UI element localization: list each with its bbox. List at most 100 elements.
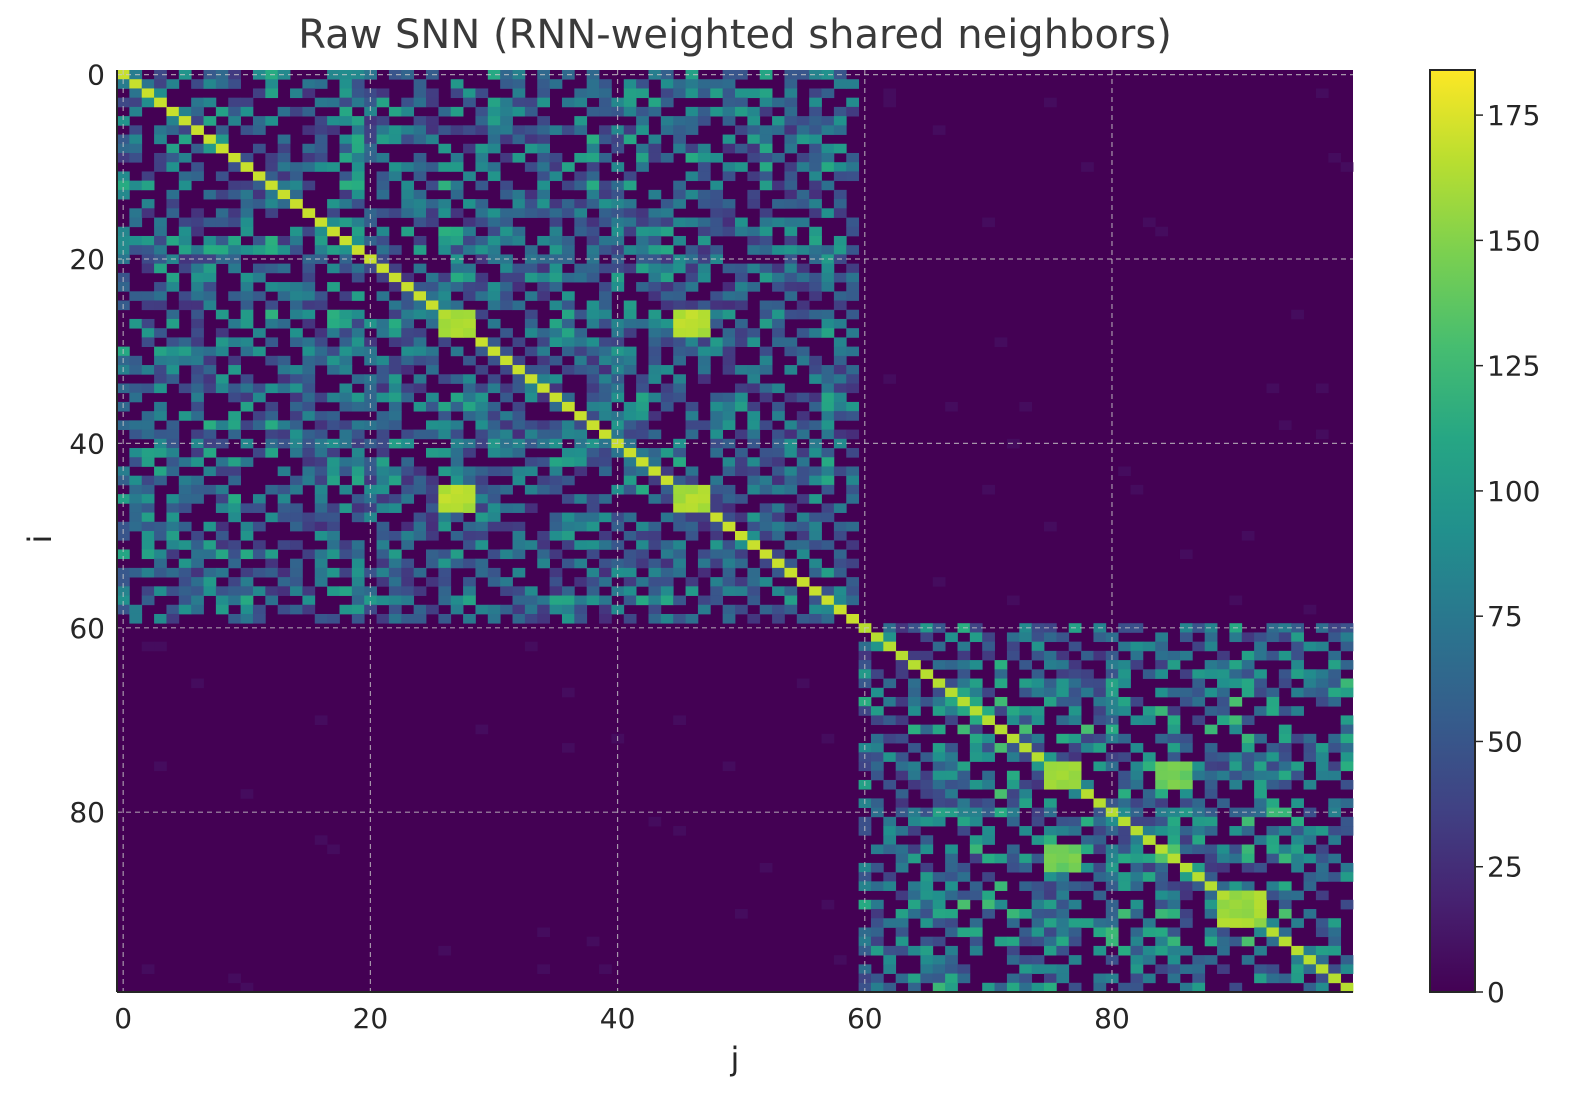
heatmap-cell	[1217, 936, 1230, 947]
heatmap-cell	[178, 217, 192, 228]
heatmap-cell	[240, 549, 254, 560]
heatmap-cell	[500, 346, 513, 357]
heatmap-cell	[673, 355, 686, 366]
heatmap-cell	[623, 346, 637, 357]
heatmap-cell	[846, 97, 859, 108]
heatmap-cell	[401, 355, 415, 366]
heatmap-cell	[154, 466, 167, 477]
heatmap-cell	[265, 245, 279, 255]
heatmap-cell	[1204, 752, 1218, 762]
heatmap-cell	[1081, 779, 1094, 790]
heatmap-cell	[314, 835, 328, 845]
heatmap-cell	[475, 420, 489, 430]
heatmap-cell	[982, 835, 995, 845]
heatmap-cell	[883, 881, 897, 891]
heatmap-cell	[364, 143, 377, 154]
heatmap-cell	[1081, 918, 1094, 928]
heatmap-cell	[623, 106, 637, 117]
heatmap-cell	[1019, 752, 1033, 762]
heatmap-cell	[846, 346, 859, 357]
heatmap-cell	[1179, 872, 1193, 882]
heatmap-cell	[660, 282, 674, 292]
heatmap-cell	[228, 365, 241, 375]
heatmap-cell	[1241, 632, 1255, 643]
heatmap-cell	[314, 291, 328, 301]
heatmap-cell	[388, 401, 402, 412]
heatmap-cell	[277, 420, 291, 430]
heatmap-cell	[846, 152, 859, 163]
heatmap-cell	[574, 448, 588, 458]
heatmap-cell	[982, 743, 995, 753]
heatmap-cell	[351, 494, 365, 504]
heatmap-cell	[833, 429, 847, 440]
heatmap-cell	[697, 199, 711, 209]
heatmap-cell	[141, 549, 155, 560]
heatmap-cell	[450, 180, 464, 191]
heatmap-cell	[1006, 798, 1020, 808]
heatmap-cell	[660, 448, 674, 458]
colorbar-tick-label: 100	[1487, 475, 1540, 508]
heatmap-cell	[1056, 669, 1070, 679]
heatmap-cell	[784, 475, 798, 486]
heatmap-cell	[364, 134, 377, 145]
heatmap-cell	[1278, 844, 1292, 855]
heatmap-cell	[586, 226, 600, 237]
heatmap-cell	[500, 180, 513, 191]
heatmap-cell	[784, 337, 798, 347]
heatmap-cell	[759, 448, 773, 458]
heatmap-cell	[599, 245, 612, 255]
heatmap-cell	[1006, 650, 1020, 661]
heatmap-cell	[450, 374, 464, 384]
heatmap-cell	[376, 567, 390, 578]
heatmap-cell	[463, 521, 476, 532]
heatmap-cell	[821, 282, 835, 292]
heatmap-cell	[784, 291, 798, 301]
heatmap-cell	[1303, 853, 1317, 864]
heatmap-cell	[1155, 899, 1168, 910]
heatmap-cell	[252, 143, 266, 154]
heatmap-cell	[648, 272, 662, 283]
heatmap-cell	[561, 245, 575, 255]
heatmap-cell	[191, 97, 204, 108]
heatmap-cell	[1068, 770, 1082, 781]
heatmap-cell	[537, 235, 550, 246]
heatmap-cell	[685, 521, 699, 532]
heatmap-cell	[1044, 97, 1057, 108]
heatmap-cell	[228, 558, 241, 569]
heatmap-cell	[660, 567, 674, 578]
heatmap-cell	[821, 448, 835, 458]
heatmap-cell	[166, 143, 180, 154]
heatmap-cell	[809, 540, 822, 550]
heatmap-cell	[932, 752, 946, 762]
heatmap-cell	[648, 494, 662, 504]
heatmap-cell	[314, 254, 328, 265]
heatmap-cell	[660, 328, 674, 338]
heatmap-cell	[388, 613, 402, 624]
heatmap-cell	[673, 88, 686, 99]
heatmap-cell	[1179, 826, 1193, 836]
heatmap-cell	[388, 171, 402, 182]
heatmap-cell	[178, 116, 192, 126]
heatmap-cell	[660, 494, 674, 504]
heatmap-cell	[673, 826, 686, 836]
heatmap-cell	[191, 291, 204, 301]
heatmap-cell	[191, 272, 204, 283]
heatmap-cell	[1068, 752, 1082, 762]
heatmap-cell	[735, 531, 748, 541]
heatmap-cell	[969, 687, 983, 698]
heatmap-cell	[1278, 890, 1292, 901]
colorbar-tick-label: 75	[1487, 600, 1523, 633]
heatmap-cell	[1056, 687, 1070, 698]
heatmap-cell	[376, 152, 390, 163]
heatmap-cell	[438, 106, 452, 117]
heatmap-cell	[1340, 623, 1354, 633]
heatmap-cell	[920, 881, 934, 891]
heatmap-cell	[129, 291, 143, 301]
heatmap-cell	[339, 392, 353, 403]
heatmap-cell	[747, 466, 761, 477]
heatmap-cell	[772, 300, 785, 311]
heatmap-cell	[537, 162, 550, 172]
heatmap-cell	[1291, 826, 1304, 836]
heatmap-cell	[512, 595, 526, 606]
